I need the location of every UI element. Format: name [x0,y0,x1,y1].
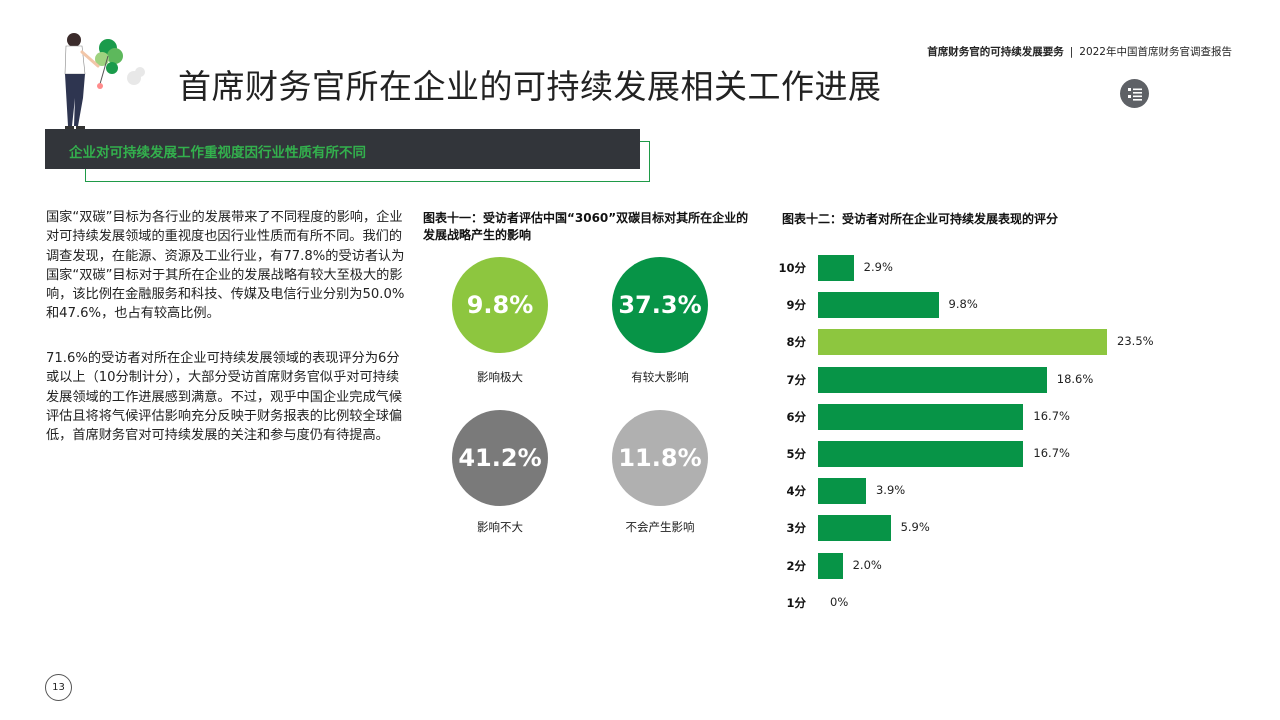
score-bar [818,403,1024,430]
bar-value-label: 23.5% [1117,334,1154,349]
bar-value-label: 16.7% [1033,446,1070,460]
bar-value-label: 18.6% [1056,371,1094,386]
body-paragraph-1: 国家“双碳”目标为各行业的发展带来了不同程度的影响，企业对可持续发展领域的重视度… [46,210,405,322]
bubble-label-no-impact: 不会产生影响 [625,520,695,534]
header-separator: | [1069,46,1074,58]
chart-11-title: 图表十一：受访者评估中国“3060”双碳目标对其所在企业的发展战略产生的影响 [423,211,749,242]
bubble-label-large-impact: 有较大影响 [631,370,689,384]
menu-button[interactable] [1120,79,1149,108]
bubble-no-impact: 11.8% [612,410,708,506]
score-bar [818,478,866,505]
bar-value-label: 16.7% [1033,408,1070,423]
bar-value-label: 2.0% [852,557,882,572]
score-bar [818,292,939,319]
section-banner-text: 企业对可持续发展工作重视度因行业性质有所不同 [69,145,366,161]
bubble-large-impact: 37.3% [612,257,708,353]
bar-category-label: 5分 [786,447,806,461]
list-menu-icon [1128,88,1142,101]
bar-category-label: 6分 [786,409,806,424]
bar-category-label: 2分 [786,558,806,573]
page-number: 13 [45,674,72,701]
body-paragraph-2: 71.6%的受访者对所在企业可持续发展领域的表现评分为6分或以上（10分制计分）… [46,351,403,444]
bar-category-label: 9分 [786,298,806,313]
score-bar [818,255,854,281]
bubble-small-impact: 41.2% [452,410,548,506]
score-bar [818,366,1047,393]
bar-value-label: 2.9% [863,260,893,274]
bar-value-label: 5.9% [900,520,930,535]
bar-category-label: 10分 [778,261,806,275]
score-bar [818,552,843,579]
bar-value-label: 9.8% [948,297,978,312]
report-section-title: 首席财务官的可持续发展要务 [927,46,1064,58]
bubble-extreme-impact: 9.8% [452,257,548,353]
bar-value-label: 0% [830,594,849,609]
score-bar [818,329,1108,356]
bar-category-label: 7分 [786,372,806,387]
bar-value-label: 3.9% [875,483,906,498]
score-bar [818,441,1024,467]
report-header: 首席财务官的可持续发展要务 | 2022年中国首席财务官调查报告 [927,44,1232,59]
page-title: 首席财务官所在企业的可持续发展相关工作进展 [178,67,882,106]
person-with-plant-illustration [64,33,145,129]
bar-category-label: 3分 [786,521,806,536]
section-banner [45,129,640,169]
score-bar [818,515,891,542]
bubble-label-extreme-impact: 影响极大 [477,370,523,384]
report-name: 2022年中国首席财务官调查报告 [1079,46,1232,58]
bar-category-label: 4分 [786,484,806,499]
chart-12-title: 图表十二：受访者对所在企业可持续发展表现的评分 [782,212,1059,226]
bar-category-label: 8分 [786,335,806,350]
bubble-label-small-impact: 影响不大 [477,520,523,534]
bar-category-label: 1分 [786,595,806,610]
